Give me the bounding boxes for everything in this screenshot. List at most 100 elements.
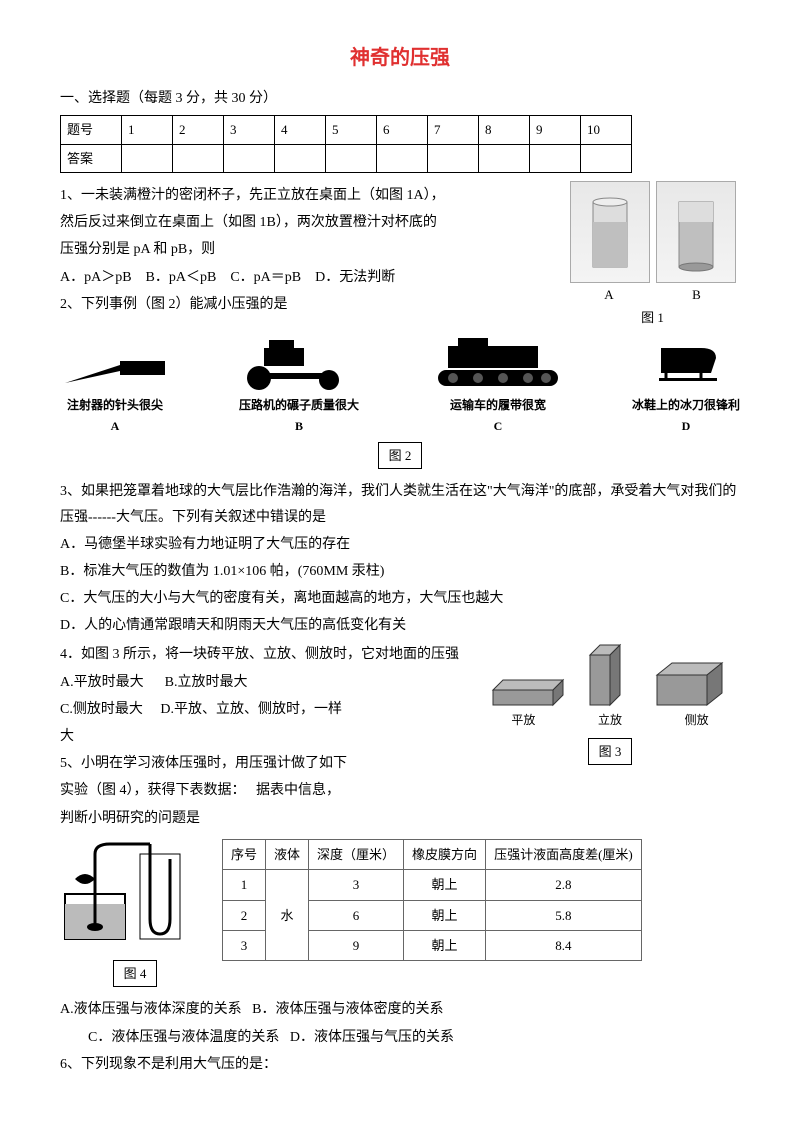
fig2-letter: D (632, 416, 740, 438)
td: 朝上 (404, 930, 486, 960)
fig3-caption: 图 3 (588, 738, 633, 765)
col-num: 2 (173, 116, 224, 144)
fig2-item-c: 运输车的履带很宽 C (428, 338, 568, 438)
brick-flat-icon (488, 665, 568, 710)
q4-opt: A.平放时最大 B.立放时最大 (60, 670, 480, 695)
q1-line: 1、一未装满橙汁的密闭杯子，先正立放在桌面上（如图 1A）， (60, 183, 557, 208)
row-label: 题号 (61, 116, 122, 144)
q5-line: 实验（图 4），获得下表数据： 据表中信息， (60, 778, 480, 803)
answer-cell (428, 144, 479, 172)
q6-stem: 6、下列现象不是利用大气压的是： (60, 1052, 740, 1077)
td: 朝上 (404, 870, 486, 900)
figure-1: A B 图 1 (565, 181, 740, 330)
th: 压强计液面高度差(厘米) (486, 839, 642, 869)
th: 深度（厘米） (309, 839, 404, 869)
q1-block: 1、一未装满橙汁的密闭杯子，先正立放在桌面上（如图 1A）， 然后反过来倒立在桌… (60, 181, 740, 330)
td: 8.4 (486, 930, 642, 960)
fig2-item-a: 注射器的针头很尖 A (60, 343, 170, 438)
col-num: 3 (224, 116, 275, 144)
answer-cell (326, 144, 377, 172)
q5-line: 判断小明研究的问题是 (60, 806, 480, 831)
figure-3: 平放 立放 侧放 图 3 (480, 640, 740, 773)
fig2-letter: C (428, 416, 568, 438)
figure-2-row: 注射器的针头很尖 A 压路机的碾子质量很大 B 运输车的履带很宽 C 冰鞋 (60, 338, 740, 438)
answer-cell (224, 144, 275, 172)
q1-line: 然后反过来倒立在桌面上（如图 1B），两次放置橙汁对杯底的 (60, 210, 557, 235)
needle-icon (60, 343, 170, 393)
fig1-label-a: A (604, 283, 613, 306)
td: 3 (309, 870, 404, 900)
td: 9 (309, 930, 404, 960)
col-num: 9 (530, 116, 581, 144)
cup-b-icon (656, 181, 736, 283)
col-num: 6 (377, 116, 428, 144)
q5-opts: A.液体压强与液体深度的关系 B．液体压强与液体密度的关系 (60, 997, 740, 1022)
q3-opt: D．人的心情通常跟晴天和阴雨天大气压的高低变化有关 (60, 613, 740, 638)
th: 液体 (266, 839, 309, 869)
td: 朝上 (404, 900, 486, 930)
fig2-item-d: 冰鞋上的冰刀很锋利 D (632, 338, 740, 438)
col-num: 8 (479, 116, 530, 144)
answer-cell (479, 144, 530, 172)
fig2-letter: A (60, 416, 170, 438)
ice-skate-icon (641, 338, 731, 393)
col-num: 10 (581, 116, 632, 144)
td: 1 (223, 870, 266, 900)
q1-options: A．pA＞pB B．pA＜pB C．pA＝pB D．无法判断 (60, 265, 557, 290)
fig1-caption: 图 1 (565, 306, 740, 329)
brick-label: 立放 (598, 710, 622, 732)
q4-opt: 大 (60, 724, 480, 749)
brick-side-icon (652, 655, 732, 710)
page-title: 神奇的压强 (60, 40, 740, 76)
fig1-label-b: B (692, 283, 701, 306)
td: 6 (309, 900, 404, 930)
brick-label: 侧放 (685, 710, 709, 732)
fig2-cap: 运输车的履带很宽 (428, 395, 568, 417)
q5-block: 图 4 序号 液体 深度（厘米） 橡皮膜方向 压强计液面高度差(厘米) 1 水 … (60, 839, 740, 996)
fig2-cap: 冰鞋上的冰刀很锋利 (632, 395, 740, 417)
q1-line: 压强分别是 pA 和 pB，则 (60, 237, 557, 262)
col-num: 7 (428, 116, 479, 144)
q3-opt: A．马德堡半球实验有力地证明了大气压的存在 (60, 532, 740, 557)
fig2-letter: B (234, 416, 364, 438)
q5-line: 5、小明在学习液体压强时，用压强计做了如下 (60, 751, 480, 776)
td: 3 (223, 930, 266, 960)
answer-grid: 题号 1 2 3 4 5 6 7 8 9 10 答案 (60, 115, 632, 173)
fig2-cap: 压路机的碾子质量很大 (234, 395, 364, 417)
q4-block: 4．如图 3 所示，将一块砖平放、立放、侧放时，它对地面的压强 A.平放时最大 … (60, 640, 740, 832)
q4-stem: 4．如图 3 所示，将一块砖平放、立放、侧放时，它对地面的压强 (60, 642, 480, 667)
q3-stem: 3、如果把笼罩着地球的大气层比作浩瀚的海洋，我们人类就生活在这"大气海洋"的底部… (60, 479, 740, 529)
q3-opt: B．标准大气压的数值为 1.01×106 帕，(760MM 汞柱) (60, 559, 740, 584)
brick-stand-icon (585, 640, 635, 710)
th: 序号 (223, 839, 266, 869)
section-heading: 一、选择题（每题 3 分，共 30 分） (60, 86, 740, 111)
q3-opt: C．大气压的大小与大气的密度有关，离地面越高的地方，大气压也越大 (60, 586, 740, 611)
row-label: 答案 (61, 144, 122, 172)
col-num: 4 (275, 116, 326, 144)
fig2-cap: 注射器的针头很尖 (60, 395, 170, 417)
col-num: 5 (326, 116, 377, 144)
td: 2.8 (486, 870, 642, 900)
td: 5.8 (486, 900, 642, 930)
figure-4: 图 4 (60, 839, 210, 996)
brick-label: 平放 (511, 710, 535, 732)
col-num: 1 (122, 116, 173, 144)
answer-cell (173, 144, 224, 172)
q2-stem: 2、下列事例（图 2）能减小压强的是 (60, 292, 557, 317)
answer-cell (581, 144, 632, 172)
roller-icon (234, 338, 364, 393)
q5-opts: C．液体压强与液体温度的关系 D．液体压强与气压的关系 (60, 1025, 740, 1050)
td: 2 (223, 900, 266, 930)
tracked-vehicle-icon (428, 338, 568, 393)
answer-cell (275, 144, 326, 172)
answer-cell (122, 144, 173, 172)
answer-cell (377, 144, 428, 172)
td-liquid: 水 (266, 870, 309, 961)
manometer-icon (60, 839, 210, 949)
q5-data-table: 序号 液体 深度（厘米） 橡皮膜方向 压强计液面高度差(厘米) 1 水 3 朝上… (222, 839, 642, 962)
cup-a-icon (570, 181, 650, 283)
q4-opt: C.侧放时最大 D.平放、立放、侧放时，一样 (60, 697, 480, 722)
th: 橡皮膜方向 (404, 839, 486, 869)
fig2-item-b: 压路机的碾子质量很大 B (234, 338, 364, 438)
fig2-caption: 图 2 (378, 442, 423, 469)
